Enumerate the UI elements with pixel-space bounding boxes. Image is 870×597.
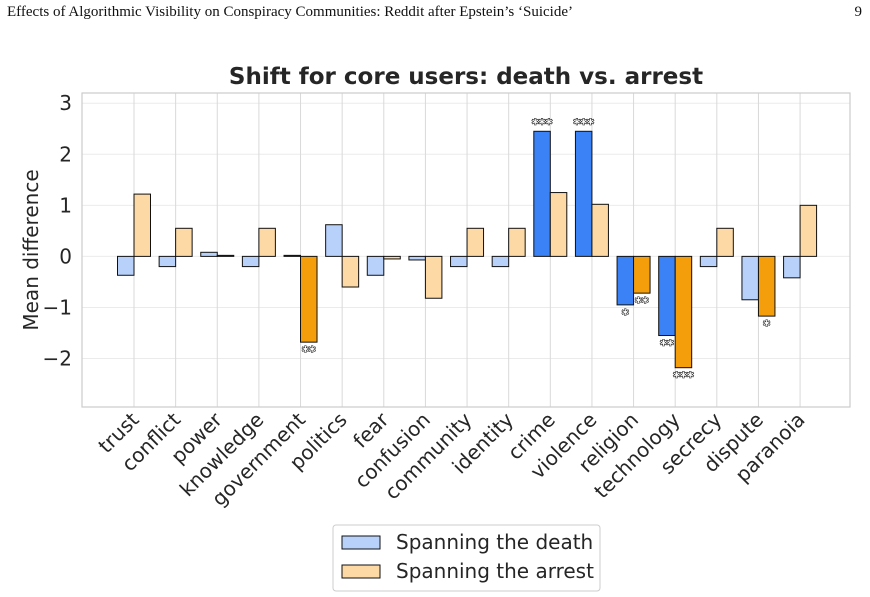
bar — [450, 255, 468, 268]
significance-label: *** — [673, 371, 694, 386]
bar — [466, 227, 485, 257]
bar — [616, 255, 635, 306]
legend-label: Spanning the arrest — [396, 559, 594, 583]
bar — [283, 254, 302, 257]
running-head: Effects of Algorithmic Visibility on Con… — [7, 4, 573, 20]
bar — [799, 204, 818, 257]
significance-label: * — [763, 319, 770, 334]
y-tick-label: 3 — [59, 91, 72, 115]
bar — [383, 255, 401, 260]
bar — [549, 192, 568, 257]
bar — [258, 227, 276, 257]
bar — [783, 255, 801, 279]
y-tick-label: −2 — [43, 346, 72, 370]
bar — [533, 130, 551, 257]
bar — [216, 254, 235, 257]
bar — [133, 193, 151, 257]
bar — [175, 227, 193, 257]
bar — [741, 255, 759, 301]
bar — [424, 255, 443, 299]
legend-label: Spanning the death — [396, 530, 593, 554]
y-tick-label: 0 — [59, 244, 72, 268]
significance-label: * — [622, 308, 629, 323]
y-tick-label: 2 — [59, 142, 72, 166]
bar — [658, 255, 676, 337]
bar — [366, 255, 385, 276]
y-tick-label: −1 — [43, 295, 72, 319]
bar — [633, 255, 651, 294]
bar — [241, 255, 260, 268]
bar — [591, 203, 609, 257]
bar — [158, 255, 177, 268]
bar — [408, 255, 426, 261]
bar — [574, 130, 593, 257]
bar — [716, 227, 734, 257]
legend-swatch — [341, 535, 381, 550]
bar — [200, 251, 218, 257]
legend-box — [332, 524, 601, 592]
bar — [341, 255, 360, 288]
significance-label: ** — [302, 345, 316, 360]
significance-label: ** — [660, 339, 674, 354]
chart-title: Shift for core users: death vs. arrest — [229, 64, 703, 90]
bar — [757, 255, 776, 317]
legend: Spanning the death Spanning the arrest — [332, 524, 601, 592]
bar — [674, 255, 693, 369]
legend-swatch — [341, 564, 381, 579]
bar — [325, 224, 343, 257]
y-tick-label: 1 — [59, 193, 72, 217]
significance-label: *** — [532, 117, 553, 132]
page-number: 9 — [854, 4, 863, 20]
bar — [508, 227, 526, 257]
bar — [300, 255, 318, 343]
bar — [117, 255, 135, 276]
significance-label: *** — [573, 117, 594, 132]
significance-label: ** — [635, 296, 649, 311]
bar — [491, 255, 510, 268]
bar — [699, 255, 718, 268]
y-axis-label: Mean difference — [19, 169, 43, 330]
plot-frame — [81, 92, 851, 408]
